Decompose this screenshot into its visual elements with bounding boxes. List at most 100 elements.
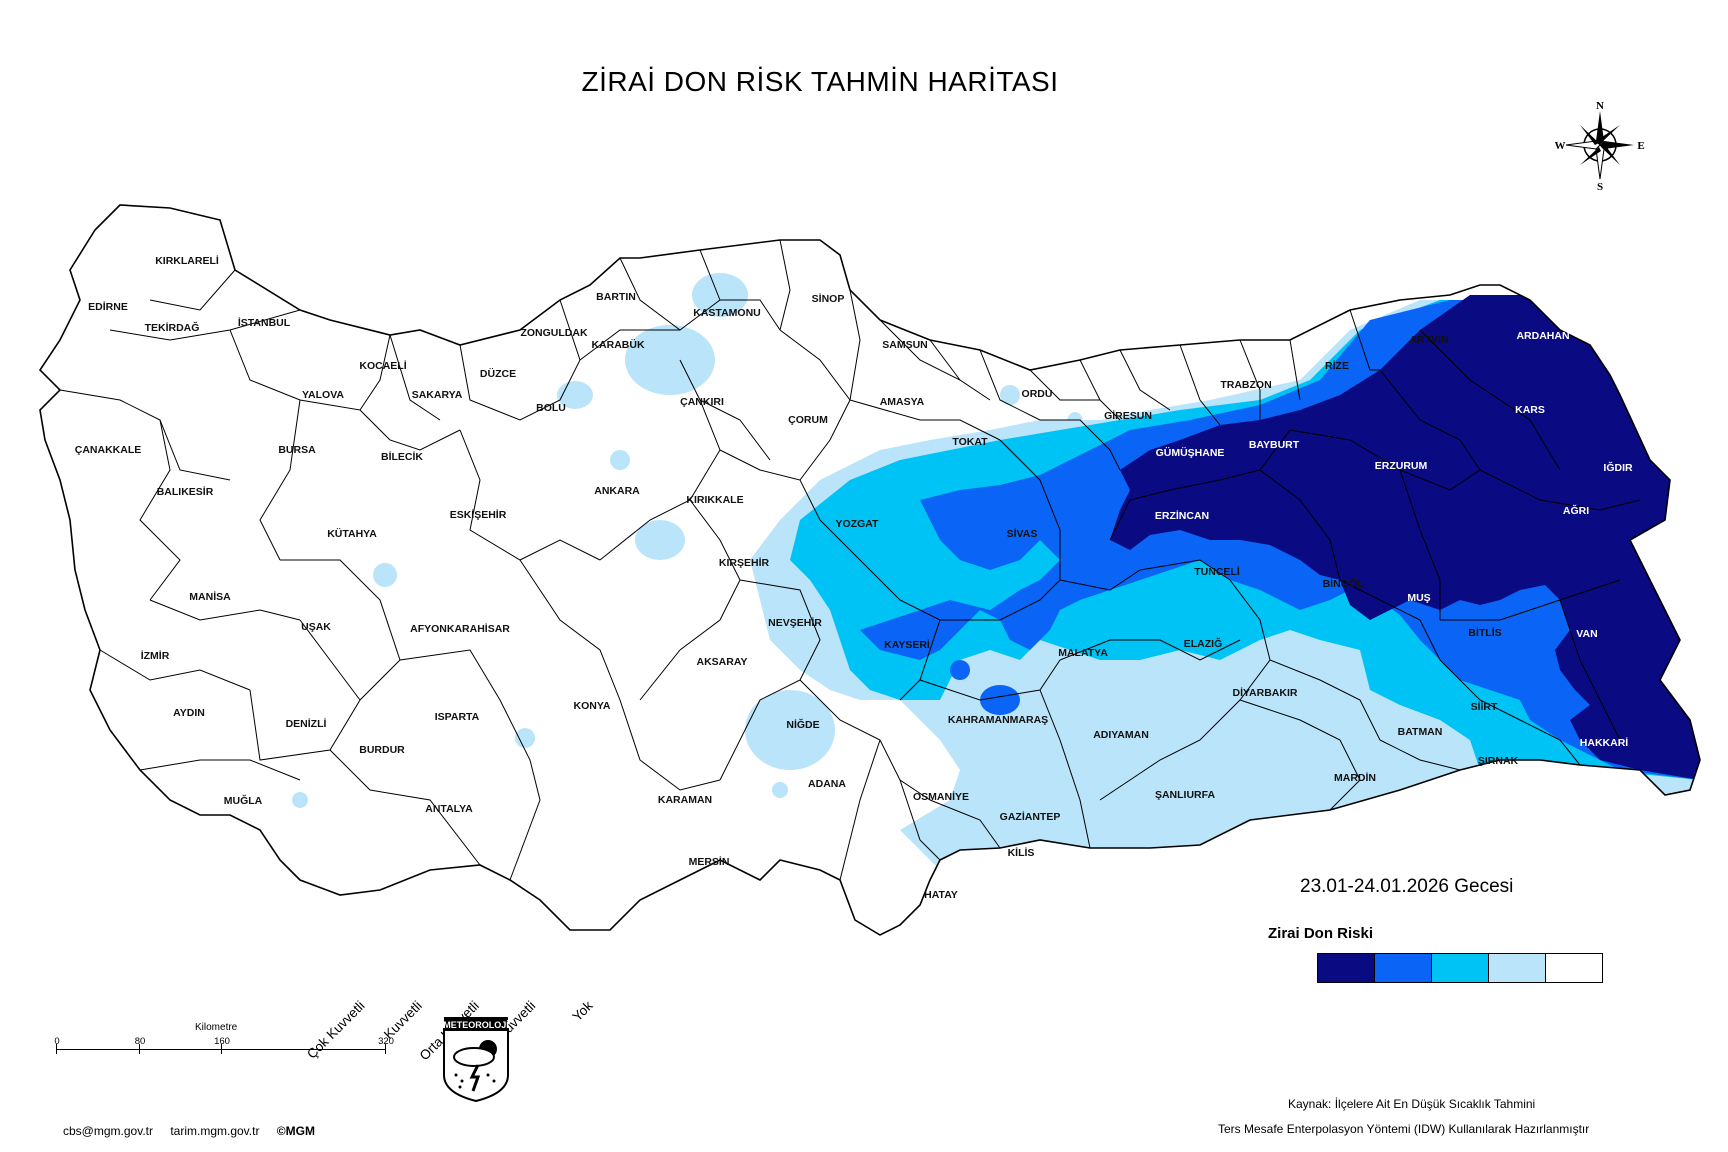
meteoroloji-logo-icon: METEOROLOJİ bbox=[443, 1017, 509, 1103]
province-label-elazig: ELAZIĞ bbox=[1184, 637, 1223, 650]
province-label-bilecik: BİLECİK bbox=[381, 450, 423, 463]
province-label-sirnak: ŞIRNAK bbox=[1478, 755, 1519, 767]
province-label-kirsehir: KIRŞEHİR bbox=[719, 556, 770, 569]
forecast-date-label: 23.01-24.01.2026 Gecesi bbox=[1300, 876, 1514, 897]
province-label-mugla: MUĞLA bbox=[224, 794, 263, 807]
province-label-batman: BATMAN bbox=[1398, 726, 1443, 738]
province-label-kutahya: KÜTAHYA bbox=[327, 527, 377, 540]
province-label-kirikkale: KIRIKKALE bbox=[686, 494, 743, 506]
province-label-aksaray: AKSARAY bbox=[697, 656, 748, 668]
legend-swatch-hafif-kuvvetli bbox=[1489, 954, 1546, 982]
province-label-mersin: MERSİN bbox=[689, 855, 730, 868]
province-label-sanliurfa: ŞANLIURFA bbox=[1155, 789, 1216, 801]
province-label-usak: UŞAK bbox=[301, 621, 331, 633]
province-label-kahramanmaras: KAHRAMANMARAŞ bbox=[948, 714, 1048, 726]
province-label-kastamonu: KASTAMONU bbox=[693, 307, 760, 319]
province-label-adiyaman: ADIYAMAN bbox=[1093, 729, 1149, 741]
province-label-zonguldak: ZONGULDAK bbox=[520, 327, 587, 339]
province-label-gaziantep: GAZİANTEP bbox=[1000, 810, 1061, 823]
province-label-ankara: ANKARA bbox=[594, 485, 640, 497]
province-label-manisa: MANİSA bbox=[189, 590, 231, 603]
province-label-bingol: BİNGÖL bbox=[1323, 577, 1364, 590]
province-label-cankiri: ÇANKIRI bbox=[680, 396, 724, 408]
province-label-bayburt: BAYBURT bbox=[1249, 439, 1300, 451]
province-label-duzce: DÜZCE bbox=[480, 367, 516, 380]
logo-text: METEOROLOJİ bbox=[443, 1020, 509, 1030]
province-label-isparta: ISPARTA bbox=[435, 711, 480, 723]
province-label-giresun: GİRESUN bbox=[1104, 409, 1152, 422]
province-label-osmaniye: OSMANİYE bbox=[913, 790, 969, 803]
province-label-balikesir: BALIKESİR bbox=[157, 485, 214, 498]
province-label-konya: KONYA bbox=[574, 700, 611, 712]
province-label-bolu: BOLU bbox=[536, 402, 566, 414]
province-label-adana: ADANA bbox=[808, 778, 846, 790]
province-label-mardin: MARDİN bbox=[1334, 771, 1376, 784]
compass-rose-icon: N E S W bbox=[1555, 100, 1645, 191]
province-label-aydin: AYDIN bbox=[173, 707, 205, 719]
scale-bar-tick bbox=[221, 1044, 222, 1054]
legend-title: Zirai Don Riski bbox=[1268, 925, 1374, 942]
source-line-2: Ters Mesafe Enterpolasyon Yöntemi (IDW) … bbox=[1218, 1122, 1590, 1136]
province-label-nevsehir: NEVŞEHİR bbox=[768, 616, 822, 629]
province-label-siirt: SİİRT bbox=[1471, 700, 1498, 713]
footer-email: cbs@mgm.gov.tr bbox=[63, 1124, 153, 1138]
scale-tick-80: 80 bbox=[134, 1036, 146, 1047]
compass-w: W bbox=[1555, 140, 1566, 152]
scale-tick-320: 320 bbox=[378, 1036, 394, 1047]
province-label-malatya: MALATYA bbox=[1058, 647, 1108, 659]
turkey-outline bbox=[38, 204, 1701, 936]
legend-color-bar bbox=[1317, 953, 1603, 983]
province-label-kayseri: KAYSERİ bbox=[884, 638, 930, 651]
legend-swatch-orta-kuvvetli bbox=[1432, 954, 1489, 982]
province-label-yozgat: YOZGAT bbox=[836, 518, 880, 530]
province-label-kocaeli: KOCAELİ bbox=[359, 359, 406, 372]
province-label-ardahan: ARDAHAN bbox=[1516, 330, 1569, 342]
footer: cbs@mgm.gov.tr tarim.mgm.gov.tr ©MGM bbox=[63, 1124, 329, 1138]
province-label-samsun: SAMSUN bbox=[882, 339, 928, 351]
province-label-tokat: TOKAT bbox=[952, 436, 988, 448]
province-label-sakarya: SAKARYA bbox=[412, 389, 463, 401]
risk-zone-very-strong bbox=[1110, 295, 1700, 780]
province-label-eskisehir: ESKİŞEHİR bbox=[450, 508, 507, 521]
scale-bar-tick bbox=[139, 1044, 140, 1054]
province-label-canakkale: ÇANAKKALE bbox=[75, 444, 142, 456]
source-line-1: Kaynak: İlçelere Ait En Düşük Sıcaklık T… bbox=[1288, 1097, 1536, 1111]
province-label-diyarbakir: DİYARBAKIR bbox=[1233, 686, 1298, 699]
province-label-rize: RİZE bbox=[1325, 359, 1349, 372]
compass-n: N bbox=[1596, 100, 1604, 112]
province-label-karabuk: KARABÜK bbox=[591, 338, 644, 351]
province-label-yalova: YALOVA bbox=[302, 389, 344, 401]
province-label-tekirdag: TEKİRDAĞ bbox=[145, 321, 200, 334]
province-label-mus: MUŞ bbox=[1407, 592, 1430, 604]
province-label-kilis: KİLİS bbox=[1008, 846, 1035, 859]
province-label-kars: KARS bbox=[1515, 404, 1545, 416]
province-label-hatay: HATAY bbox=[924, 889, 958, 901]
province-label-erzincan: ERZİNCAN bbox=[1155, 509, 1209, 522]
province-label-agri: AĞRI bbox=[1563, 504, 1589, 517]
province-label-artvin: ARTVİN bbox=[1409, 333, 1448, 346]
province-label-gumushane: GÜMÜŞHANE bbox=[1156, 446, 1225, 459]
province-label-afyonkarahisar: AFYONKARAHİSAR bbox=[410, 622, 510, 635]
map-title: ZİRAİ DON RİSK TAHMİN HARİTASI bbox=[581, 66, 1059, 97]
legend-swatch-cok-kuvvetli bbox=[1318, 954, 1375, 982]
province-label-trabzon: TRABZON bbox=[1220, 379, 1271, 391]
province-label-edirne: EDİRNE bbox=[88, 300, 128, 313]
province-label-tunceli: TUNCELİ bbox=[1194, 565, 1240, 578]
province-label-van: VAN bbox=[1576, 628, 1597, 640]
compass-s: S bbox=[1597, 181, 1603, 191]
scale-tick-0: 0 bbox=[54, 1036, 60, 1047]
province-label-bartin: BARTIN bbox=[596, 291, 636, 303]
province-label-izmir: İZMİR bbox=[141, 649, 170, 662]
province-label-istanbul: İSTANBUL bbox=[238, 316, 291, 329]
province-label-karaman: KARAMAN bbox=[658, 794, 712, 806]
province-labels: KIRKLARELİ EDİRNE TEKİRDAĞ İSTANBUL ÇANA… bbox=[75, 254, 1633, 901]
scale-tick-160: 160 bbox=[214, 1036, 230, 1047]
province-label-hakkari: HAKKARİ bbox=[1580, 736, 1628, 749]
compass-e: E bbox=[1637, 140, 1644, 152]
province-label-amasya: AMASYA bbox=[880, 396, 925, 408]
scale-bar-tick bbox=[56, 1044, 57, 1054]
footer-website: tarim.mgm.gov.tr bbox=[170, 1124, 260, 1138]
province-label-bitlis: BİTLİS bbox=[1468, 626, 1501, 639]
legend-swatch-kuvvetli bbox=[1375, 954, 1432, 982]
